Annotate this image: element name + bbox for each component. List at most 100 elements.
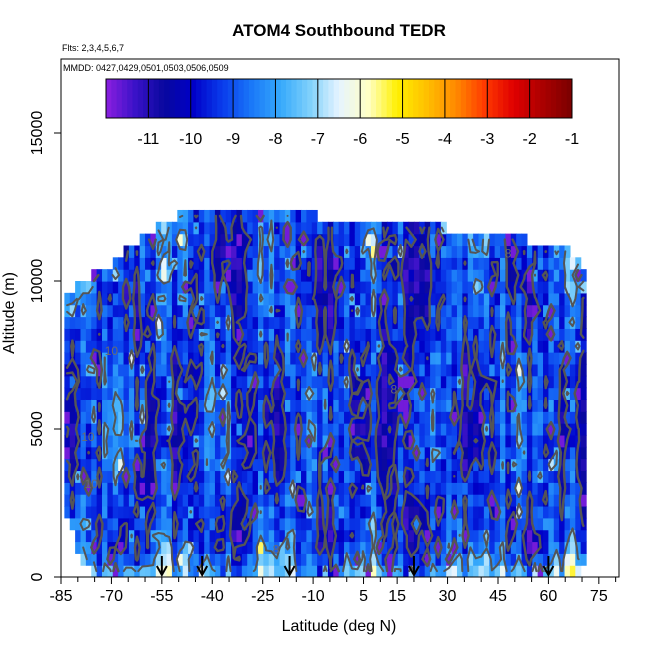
heatmap-cell [80,529,87,543]
heatmap-cell [489,245,496,258]
heatmap-cell [268,233,275,247]
heatmap-cell [301,387,307,400]
heatmap-cell [408,423,415,436]
heatmap-cell [64,434,71,448]
heatmap-cell [559,399,566,412]
heatmap-cell [214,209,221,223]
heatmap-cell [322,292,329,306]
heatmap-cell [537,411,544,424]
heatmap-cell [403,352,410,365]
heatmap-cell [483,257,490,270]
heatmap-cell [521,233,528,247]
heatmap-cell [467,304,474,318]
heatmap-cell [252,458,259,472]
heatmap-cell [397,446,404,460]
heatmap-cell [188,565,195,577]
heatmap-cell [532,434,539,448]
heatmap-cell [198,470,205,483]
heatmap-cell [440,316,447,329]
heatmap-cell [139,233,146,247]
heatmap-cell [128,292,135,306]
heatmap-cell [413,517,420,531]
heatmap-cell [64,363,71,377]
heatmap-cell [322,363,329,377]
heatmap-cell [569,541,576,554]
heatmap-cell [263,245,270,258]
heatmap-cell [403,257,410,270]
heatmap-cell [198,541,205,554]
heatmap-cell [112,517,119,531]
heatmap-cell [505,328,512,341]
heatmap-cell [85,411,92,424]
heatmap-cell [467,553,474,566]
heatmap-cell [225,541,232,554]
heatmap-cell [118,304,125,318]
heatmap-cell [537,505,544,519]
heatmap-cell [467,494,474,507]
heatmap-cell [575,565,582,577]
heatmap-cell [564,494,571,507]
heatmap-cell [381,411,388,424]
heatmap-cell [274,553,281,566]
heatmap-cell [257,541,264,554]
heatmap-cell [473,316,480,329]
heatmap-cell [327,387,334,400]
heatmap-cell [193,446,200,460]
heatmap-cell [214,553,221,566]
heatmap-cell [381,281,388,294]
heatmap-cell [236,363,243,377]
heatmap-cell [559,434,566,448]
heatmap-cell [327,399,334,412]
heatmap-cell [505,257,512,270]
heatmap-cell [139,565,146,577]
heatmap-cell [91,517,98,531]
heatmap-cell [220,221,227,235]
heatmap-cell [279,340,286,353]
heatmap-cell [543,541,550,554]
heatmap-cell [483,553,490,566]
heatmap-cell [473,446,480,460]
heatmap-cell [327,529,334,543]
heatmap-cell [403,316,410,329]
heatmap-cell [580,399,587,412]
heatmap-cell [494,470,501,483]
heatmap-cell [177,221,184,235]
heatmap-cell [467,434,474,448]
colorbar-swatch [286,79,292,118]
heatmap-cell [188,352,195,365]
heatmap-cell [279,423,286,436]
heatmap-cell [107,340,114,353]
heatmap-cell [247,423,254,436]
heatmap-cell [532,328,539,341]
heatmap-cell [569,505,576,519]
heatmap-cell [214,399,221,412]
heatmap-cell [446,517,453,531]
heatmap-cell [301,529,307,543]
y-axis-label: Altitude (m) [1,272,18,354]
heatmap-cell [387,505,394,519]
heatmap-cell [317,411,324,424]
heatmap-cell [263,375,270,389]
heatmap-cell [301,494,307,507]
heatmap-cell [193,257,200,270]
heatmap-cell [118,505,125,519]
heatmap-cell [500,517,506,531]
heatmap-cell [569,375,576,389]
heatmap-cell [198,209,205,223]
heatmap-cell [231,482,238,495]
heatmap-cell [155,446,162,460]
heatmap-cell [69,458,76,472]
colorbar-swatch [333,79,340,118]
heatmap-cell [85,316,92,329]
colorbar-swatch [407,79,414,118]
heatmap-cell [365,529,372,543]
heatmap-cell [306,411,313,424]
heatmap-cell [333,494,340,507]
heatmap-cell [161,363,168,377]
heatmap-cell [102,281,108,294]
heatmap-cell [430,446,437,460]
x-axis-label: Latitude (deg N) [282,618,397,635]
heatmap-cell [241,209,248,223]
heatmap-cell [220,233,227,247]
heatmap-cell [446,340,453,353]
